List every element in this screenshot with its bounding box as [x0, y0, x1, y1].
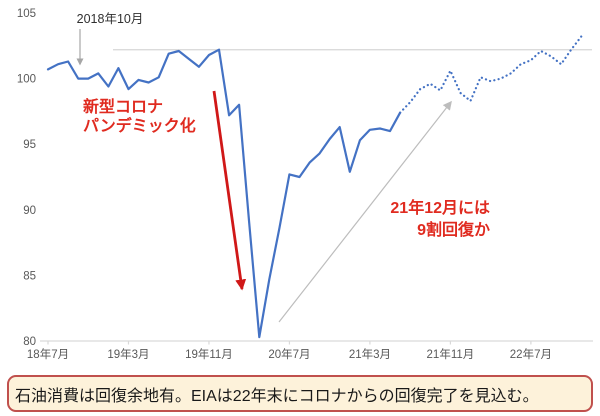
x-axis-label: 21年11月 — [427, 347, 475, 361]
y-axis-label: 90 — [23, 205, 36, 217]
recovery-trend-arrow — [278, 100, 452, 323]
oil-consumption-line-chart: 18年7月 19年3月 19年11月 20年7月 21年3月 21年11月 22年7月 105… — [17, 8, 593, 361]
x-axis-label: 18年7月 — [27, 347, 69, 361]
y-axis-label: 105 — [17, 8, 36, 20]
y-axis-label: 80 — [23, 336, 36, 348]
caption-box: 石油消費は回復余地有。EIAは22年末にコロナからの回復完了を見込む。 — [7, 375, 593, 412]
y-axis-label: 95 — [23, 139, 36, 151]
series-forecast-dotted — [399, 35, 583, 114]
y-axis-label: 85 — [23, 270, 36, 282]
series-actual-solid — [46, 48, 402, 339]
caption-text: 石油消費は回復余地有。EIAは22年末にコロナからの回復完了を見込む。 — [15, 387, 539, 405]
covid-crash-arrow — [212, 90, 247, 291]
x-axis-label: 21年3月 — [349, 347, 391, 361]
x-axis-label: 22年7月 — [510, 347, 552, 361]
x-axis-label: 19年11月 — [185, 347, 233, 361]
covid-label: 新型コロナパンデミック化 — [83, 97, 196, 135]
recovery-label: 21年12月には 9割回復か — [390, 198, 490, 239]
x-axis-label: 19年3月 — [107, 347, 149, 361]
peak-date-label: 2018年10月 — [77, 12, 144, 26]
x-axis-label: 20年7月 — [268, 347, 310, 361]
y-axis-label: 100 — [17, 74, 36, 86]
